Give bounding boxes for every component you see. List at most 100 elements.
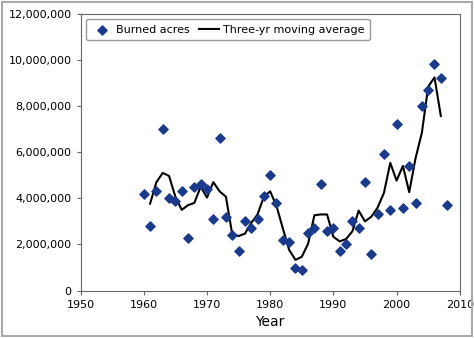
Burned acres — [292, 265, 299, 270]
Burned acres — [336, 249, 344, 254]
Burned acres — [418, 103, 426, 108]
Three-yr moving average — [419, 131, 425, 135]
Three-yr moving average — [362, 219, 368, 223]
Burned acres — [424, 87, 432, 93]
Burned acres — [178, 189, 185, 194]
Burned acres — [165, 196, 173, 201]
Burned acres — [361, 179, 369, 185]
Three-yr moving average — [305, 242, 311, 246]
Burned acres — [140, 191, 147, 196]
Burned acres — [153, 189, 160, 194]
Three-yr moving average — [292, 258, 298, 262]
Three-yr moving average — [356, 209, 362, 213]
Three-yr moving average — [413, 156, 419, 160]
Three-yr moving average — [400, 164, 406, 168]
Burned acres — [235, 249, 242, 254]
Burned acres — [210, 216, 217, 222]
Burned acres — [386, 207, 394, 213]
Burned acres — [241, 219, 249, 224]
Three-yr moving average — [198, 185, 203, 189]
Burned acres — [399, 205, 407, 210]
Burned acres — [323, 228, 331, 233]
Three-yr moving average — [318, 213, 324, 217]
Line: Three-yr moving average: Three-yr moving average — [150, 77, 441, 260]
Three-yr moving average — [191, 201, 197, 205]
Three-yr moving average — [280, 226, 286, 231]
Burned acres — [279, 237, 287, 243]
Three-yr moving average — [425, 84, 431, 89]
Three-yr moving average — [286, 248, 292, 252]
Burned acres — [191, 184, 198, 189]
Burned acres — [146, 223, 154, 229]
Three-yr moving average — [223, 195, 229, 199]
Burned acres — [266, 172, 274, 178]
Three-yr moving average — [267, 189, 273, 193]
Three-yr moving average — [236, 234, 241, 238]
Three-yr moving average — [324, 213, 330, 217]
Three-yr moving average — [368, 215, 374, 219]
Three-yr moving average — [204, 195, 210, 199]
Burned acres — [216, 136, 223, 141]
Burned acres — [273, 200, 280, 206]
Burned acres — [348, 219, 356, 224]
Burned acres — [184, 235, 192, 240]
Three-yr moving average — [242, 232, 248, 236]
Burned acres — [172, 198, 179, 203]
Burned acres — [431, 62, 438, 67]
Three-yr moving average — [381, 191, 387, 195]
Burned acres — [304, 230, 312, 236]
Burned acres — [405, 163, 413, 169]
Burned acres — [298, 267, 306, 272]
Three-yr moving average — [343, 237, 349, 241]
Three-yr moving average — [248, 221, 254, 225]
X-axis label: Year: Year — [255, 315, 285, 329]
Three-yr moving average — [173, 195, 178, 199]
Legend: Burned acres, Three-yr moving average: Burned acres, Three-yr moving average — [86, 19, 370, 40]
Burned acres — [285, 239, 293, 245]
Three-yr moving average — [349, 230, 355, 234]
Three-yr moving average — [337, 239, 343, 243]
Burned acres — [412, 200, 419, 206]
Burned acres — [443, 202, 451, 208]
Three-yr moving average — [229, 233, 235, 237]
Burned acres — [247, 226, 255, 231]
Burned acres — [367, 251, 375, 257]
Burned acres — [260, 193, 268, 199]
Three-yr moving average — [179, 208, 184, 212]
Burned acres — [310, 226, 318, 231]
Three-yr moving average — [147, 202, 153, 206]
Burned acres — [317, 182, 325, 187]
Burned acres — [228, 233, 236, 238]
Three-yr moving average — [438, 114, 444, 118]
Three-yr moving average — [387, 161, 393, 165]
Three-yr moving average — [255, 213, 260, 217]
Burned acres — [355, 226, 363, 231]
Three-yr moving average — [154, 180, 159, 184]
Three-yr moving average — [185, 203, 191, 207]
Three-yr moving average — [299, 255, 305, 259]
Three-yr moving average — [394, 178, 400, 183]
Three-yr moving average — [330, 235, 336, 239]
Three-yr moving average — [166, 174, 172, 178]
Burned acres — [380, 152, 388, 157]
Y-axis label: Burned area (acres): Burned area (acres) — [0, 90, 3, 215]
Burned acres — [222, 214, 230, 219]
Burned acres — [437, 75, 445, 81]
Burned acres — [342, 242, 350, 247]
Three-yr moving average — [273, 204, 279, 208]
Three-yr moving average — [210, 180, 216, 184]
Three-yr moving average — [406, 190, 412, 194]
Three-yr moving average — [217, 189, 222, 193]
Three-yr moving average — [375, 206, 381, 210]
Burned acres — [374, 212, 382, 217]
Burned acres — [159, 126, 166, 132]
Burned acres — [329, 226, 337, 231]
Burned acres — [197, 182, 204, 187]
Burned acres — [393, 122, 401, 127]
Burned acres — [254, 216, 261, 222]
Three-yr moving average — [261, 195, 267, 199]
Three-yr moving average — [432, 75, 438, 79]
Burned acres — [203, 186, 211, 192]
Three-yr moving average — [160, 171, 165, 175]
Three-yr moving average — [311, 213, 317, 217]
